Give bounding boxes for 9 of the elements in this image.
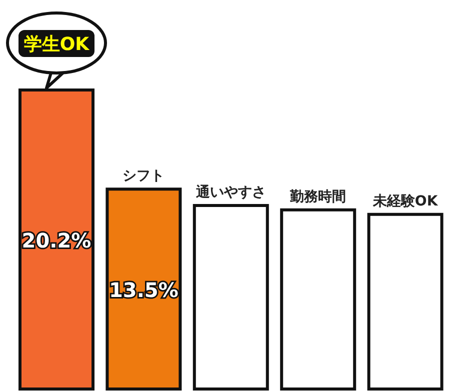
- x-tick-label: 勤務時間: [289, 188, 346, 205]
- x-tick-label: 学生OK: [24, 34, 90, 55]
- x-tick-label: シフト: [122, 168, 165, 184]
- bar: [18, 88, 94, 390]
- x-tick-label: 通いやすさ: [194, 183, 266, 200]
- data-label: 20.2%: [22, 228, 92, 252]
- data-label: 13.5%: [109, 278, 178, 302]
- bar: [106, 188, 182, 390]
- x-tick-label: 未経験OK: [372, 193, 439, 210]
